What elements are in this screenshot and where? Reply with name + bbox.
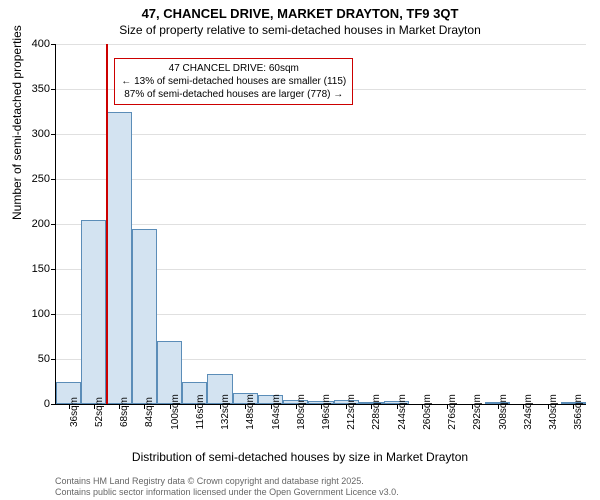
x-axis-label: Distribution of semi-detached houses by … <box>0 450 600 464</box>
y-tick-label: 350 <box>32 83 50 95</box>
x-tick-label: 36sqm <box>69 397 80 427</box>
gridline <box>56 179 586 180</box>
x-tick-label: 356sqm <box>573 394 584 430</box>
x-tick-label: 212sqm <box>346 394 357 430</box>
x-tick-label: 180sqm <box>296 394 307 430</box>
x-tick-label: 68sqm <box>119 397 130 427</box>
y-tick-label: 150 <box>32 263 50 275</box>
annotation-line: ← 13% of semi-detached houses are smalle… <box>121 75 346 88</box>
y-tick-mark <box>51 269 56 270</box>
y-tick-label: 400 <box>32 38 50 50</box>
y-tick-mark <box>51 179 56 180</box>
attribution-footer: Contains HM Land Registry data © Crown c… <box>55 476 399 498</box>
y-tick-label: 100 <box>32 308 50 320</box>
x-tick-label: 164sqm <box>271 394 282 430</box>
gridline <box>56 224 586 225</box>
chart-title: 47, CHANCEL DRIVE, MARKET DRAYTON, TF9 3… <box>0 0 600 21</box>
y-tick-label: 200 <box>32 218 50 230</box>
x-tick-label: 340sqm <box>548 394 559 430</box>
x-tick-label: 100sqm <box>170 394 181 430</box>
chart-container: 47, CHANCEL DRIVE, MARKET DRAYTON, TF9 3… <box>0 0 600 500</box>
y-tick-mark <box>51 404 56 405</box>
annotation-line: 47 CHANCEL DRIVE: 60sqm <box>121 62 346 75</box>
histogram-bar <box>81 220 106 405</box>
chart-subtitle: Size of property relative to semi-detach… <box>0 21 600 37</box>
y-tick-mark <box>51 89 56 90</box>
y-tick-mark <box>51 44 56 45</box>
y-tick-mark <box>51 359 56 360</box>
x-tick-label: 116sqm <box>195 395 206 430</box>
x-tick-label: 244sqm <box>397 394 408 430</box>
histogram-bar <box>106 112 131 405</box>
gridline <box>56 134 586 135</box>
x-tick-label: 308sqm <box>498 394 509 430</box>
x-tick-label: 292sqm <box>472 394 483 430</box>
x-tick-label: 132sqm <box>220 394 231 430</box>
annotation-box: 47 CHANCEL DRIVE: 60sqm← 13% of semi-det… <box>114 58 353 105</box>
x-tick-label: 84sqm <box>144 397 155 427</box>
y-tick-mark <box>51 224 56 225</box>
plot-area: 05010015020025030035040047 CHANCEL DRIVE… <box>55 44 586 405</box>
y-axis-label: Number of semi-detached properties <box>10 25 24 220</box>
x-tick-label: 228sqm <box>371 394 382 430</box>
y-tick-label: 0 <box>44 398 50 410</box>
x-tick-label: 196sqm <box>321 394 332 430</box>
x-tick-label: 276sqm <box>447 394 458 430</box>
y-tick-label: 250 <box>32 173 50 185</box>
reference-line <box>106 44 108 404</box>
y-tick-label: 300 <box>32 128 50 140</box>
y-tick-mark <box>51 314 56 315</box>
annotation-line: 87% of semi-detached houses are larger (… <box>121 88 346 101</box>
histogram-bar <box>132 229 157 405</box>
x-tick-label: 52sqm <box>94 397 105 427</box>
y-tick-mark <box>51 134 56 135</box>
x-tick-label: 324sqm <box>523 394 534 430</box>
x-tick-label: 148sqm <box>245 394 256 430</box>
y-tick-label: 50 <box>38 353 50 365</box>
footer-line-1: Contains HM Land Registry data © Crown c… <box>55 476 399 487</box>
x-tick-label: 260sqm <box>422 394 433 430</box>
gridline <box>56 44 586 45</box>
footer-line-2: Contains public sector information licen… <box>55 487 399 498</box>
